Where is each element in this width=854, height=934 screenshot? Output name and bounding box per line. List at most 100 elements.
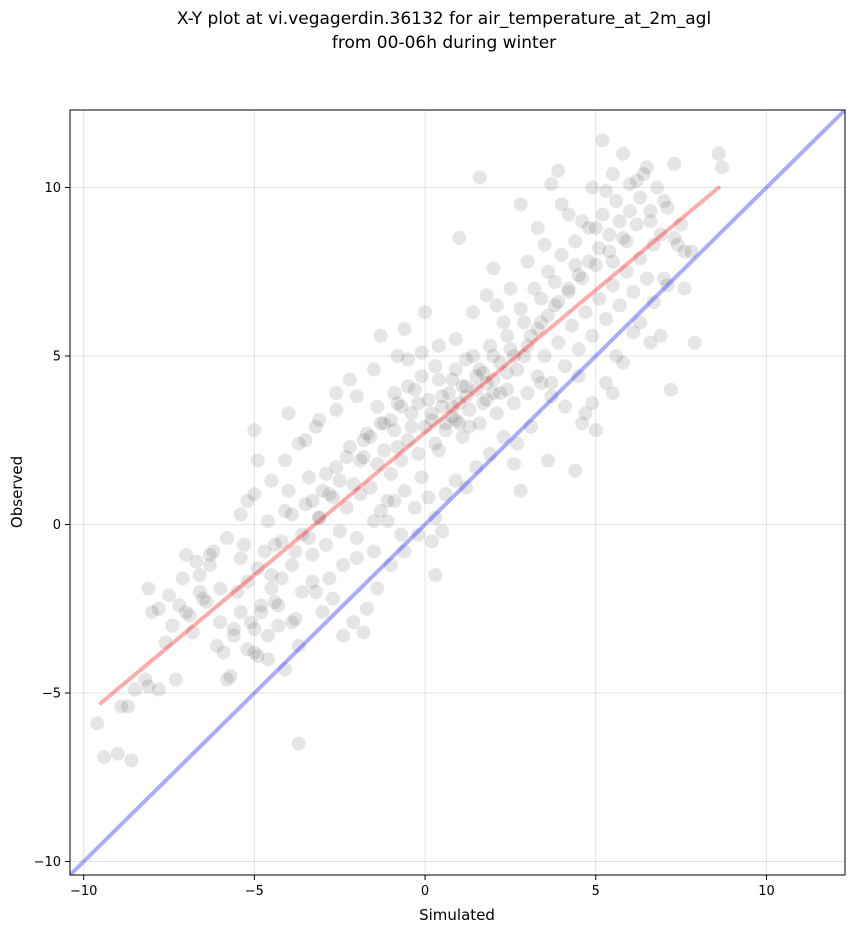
- scatter-point: [571, 268, 586, 283]
- scatter-point: [363, 429, 378, 444]
- scatter-point: [315, 605, 330, 620]
- scatter-point: [459, 379, 474, 394]
- scatter-point: [356, 433, 371, 448]
- scatter-point: [684, 244, 699, 259]
- scatter-point: [506, 456, 521, 471]
- scatter-point: [663, 382, 678, 397]
- scatter-point: [233, 551, 248, 566]
- x-tick-label: −10: [70, 884, 97, 899]
- scatter-point: [220, 530, 235, 545]
- scatter-point: [298, 433, 313, 448]
- scatter-point: [435, 389, 450, 404]
- scatter-point: [387, 423, 402, 438]
- scatter-point: [383, 413, 398, 428]
- scatter-point: [370, 581, 385, 596]
- scatter-point: [674, 217, 689, 232]
- scatter-point: [162, 588, 177, 603]
- scatter-point: [400, 433, 415, 448]
- scatter-point: [325, 490, 340, 505]
- scatter-point: [151, 682, 166, 697]
- scatter-point: [612, 298, 627, 313]
- scatter-point: [428, 510, 443, 525]
- scatter-point: [264, 581, 279, 596]
- scatter-point: [530, 322, 545, 337]
- scatter-point: [588, 258, 603, 273]
- scatter-point: [322, 487, 337, 502]
- scatter-point: [243, 615, 258, 630]
- scatter-point: [554, 247, 569, 262]
- scatter-point: [452, 416, 467, 431]
- scatter-point: [363, 480, 378, 495]
- scatter-point: [332, 524, 347, 539]
- scatter-point: [213, 615, 228, 630]
- scatter-point: [670, 237, 685, 252]
- scatter-point: [383, 557, 398, 572]
- scatter-point: [544, 177, 559, 192]
- scatter-point: [312, 413, 327, 428]
- scatter-point: [250, 561, 265, 576]
- scatter-point: [445, 409, 460, 424]
- scatter-point: [459, 352, 474, 367]
- scatter-point: [271, 618, 286, 633]
- scatter-point: [629, 217, 644, 232]
- scatter-point: [660, 200, 675, 215]
- scatter-point: [472, 170, 487, 185]
- scatter-point: [540, 308, 555, 323]
- scatter-point: [319, 537, 334, 552]
- scatter-point: [482, 338, 497, 353]
- scatter-point: [400, 379, 415, 394]
- scatter-point: [377, 416, 392, 431]
- scatter-point: [619, 264, 634, 279]
- scatter-point: [267, 537, 282, 552]
- scatter-point: [459, 480, 474, 495]
- x-axis: −10 −5 0 5 10: [70, 875, 775, 899]
- scatter-point: [496, 429, 511, 444]
- scatter-point: [353, 453, 368, 468]
- scatter-point: [308, 419, 323, 434]
- scatter-point: [114, 699, 129, 714]
- scatter-point: [643, 214, 658, 229]
- scatter-point: [124, 753, 139, 768]
- scatter-point: [179, 547, 194, 562]
- scatter-point: [633, 190, 648, 205]
- scatter-point: [469, 382, 484, 397]
- scatter-point: [366, 514, 381, 529]
- scatter-point: [530, 220, 545, 235]
- scatter-point: [233, 507, 248, 522]
- scatter-point: [349, 551, 364, 566]
- scatter-point: [605, 386, 620, 401]
- scatter-point: [677, 244, 692, 259]
- fit-line: [98, 185, 721, 706]
- scatter-point: [605, 278, 620, 293]
- scatter-point: [568, 258, 583, 273]
- scatter-point: [390, 349, 405, 364]
- scatter-point: [397, 544, 412, 559]
- scatter-point: [387, 493, 402, 508]
- scatter-point: [445, 372, 460, 387]
- scatter-point: [431, 443, 446, 458]
- scatter-point: [476, 396, 491, 411]
- scatter-point: [220, 672, 235, 687]
- scatter-point: [237, 537, 252, 552]
- scatter-point: [568, 234, 583, 249]
- scatter-point: [349, 389, 364, 404]
- scatter-point: [144, 605, 159, 620]
- scatter-point: [319, 466, 334, 481]
- scatter-point: [435, 399, 450, 414]
- scatter-point: [513, 483, 528, 498]
- scatter-point: [469, 369, 484, 384]
- scatter-point: [575, 271, 590, 286]
- scatter-point: [622, 177, 637, 192]
- scatter-point: [329, 386, 344, 401]
- scatter-point: [97, 750, 112, 765]
- scatter-point: [441, 386, 456, 401]
- scatter-point: [626, 284, 641, 299]
- scatter-point: [175, 571, 190, 586]
- scatter-point: [486, 349, 501, 364]
- scatter-point: [373, 328, 388, 343]
- identity-line: [70, 110, 845, 875]
- scatter-point: [196, 591, 211, 606]
- scatter-point: [534, 315, 549, 330]
- scatter-point: [305, 493, 320, 508]
- scatter-point: [479, 288, 494, 303]
